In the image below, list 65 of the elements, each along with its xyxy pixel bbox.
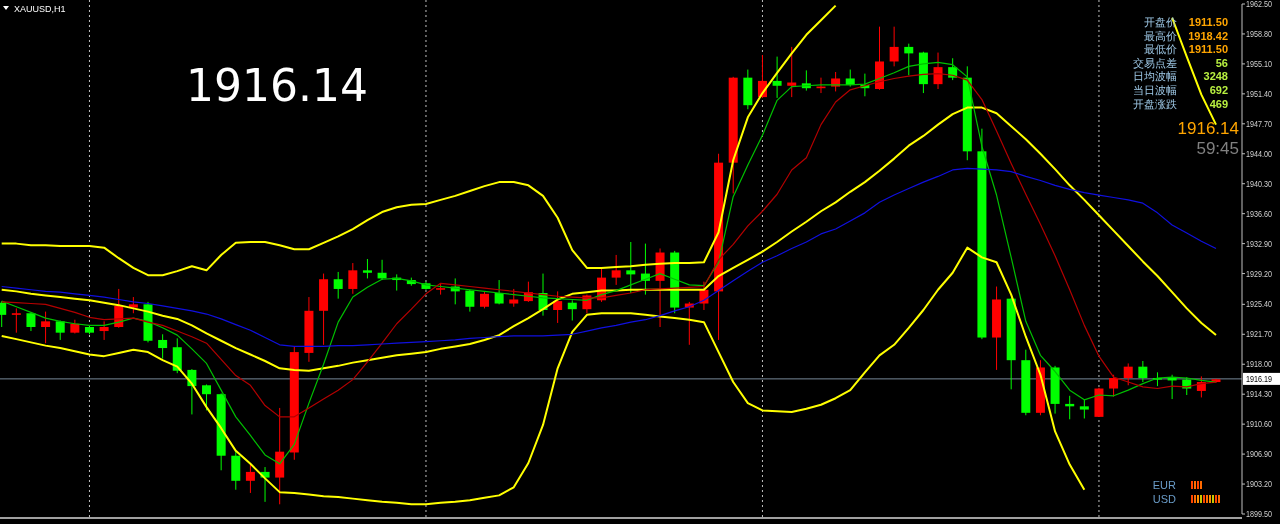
- candlestick: [99, 320, 109, 341]
- candlestick: [1123, 362, 1133, 386]
- annotation: 日均波幅: [1133, 70, 1177, 83]
- y-tick-label: 1925.40: [1246, 299, 1279, 310]
- annotation: 开盘涨跌: [1133, 97, 1177, 110]
- chart-title: XAUUSD,H1: [14, 4, 66, 14]
- y-tick-label: 1929.20: [1246, 268, 1279, 279]
- y-tick-label: 1944.00: [1246, 148, 1279, 159]
- y-tick-label: 1936.60: [1246, 208, 1279, 219]
- candlestick: [626, 241, 636, 294]
- candlestick: [172, 337, 182, 374]
- candlestick: [1109, 374, 1119, 398]
- annotation: 当日波幅: [1133, 84, 1177, 96]
- candlestick: [158, 333, 168, 360]
- annotation: 692: [1209, 84, 1228, 96]
- annotation: 1916.14: [186, 60, 368, 111]
- candlestick: [245, 464, 255, 494]
- y-tick-label: 1947.70: [1246, 118, 1279, 129]
- candlestick: [333, 271, 343, 300]
- annotation: 最低价: [1144, 43, 1177, 56]
- candlestick: [567, 299, 577, 322]
- candlestick: [1079, 399, 1089, 419]
- y-tick-label: 1899.50: [1246, 509, 1279, 519]
- y-tick-label: 1940.30: [1246, 178, 1279, 189]
- annotation: EUR: [1152, 479, 1177, 491]
- annotation: 1911.50: [1188, 43, 1228, 56]
- annotation: 59:45: [1196, 139, 1239, 158]
- candlestick: [362, 258, 372, 279]
- annotation: 469: [1209, 97, 1228, 110]
- annotation: 1911.50: [1188, 16, 1228, 28]
- annotation: 1916.14: [1177, 119, 1239, 138]
- candlestick: [494, 279, 504, 305]
- annotation: 1918.42: [1188, 29, 1228, 42]
- candlestick: [348, 262, 358, 295]
- candlestick: [787, 46, 797, 98]
- annotation: 交易点差: [1133, 56, 1177, 69]
- y-tick-label: 1921.70: [1246, 329, 1279, 340]
- candlestick: [1138, 360, 1148, 383]
- candlestick: [553, 290, 563, 324]
- y-tick-label: 1955.10: [1246, 58, 1279, 69]
- candlestick: [202, 383, 212, 411]
- line-series: [1, 167, 1217, 348]
- y-tick-label: 1932.90: [1246, 238, 1279, 249]
- y-tick-label: 1914.30: [1246, 389, 1279, 400]
- candlestick: [11, 307, 21, 334]
- candlestick: [772, 56, 782, 99]
- candlestick: [465, 289, 475, 313]
- line-series: [0, 246, 1086, 506]
- y-tick-label: 1918.00: [1246, 359, 1279, 370]
- candlestick: [611, 254, 621, 286]
- candlestick: [41, 311, 51, 344]
- y-tick-label: 1906.90: [1246, 449, 1279, 460]
- annotation: 最高价: [1144, 29, 1177, 42]
- y-tick-label: 1903.20: [1246, 479, 1279, 490]
- annotation: 3248: [1203, 70, 1228, 83]
- candlestick: [933, 52, 943, 90]
- candlestick: [904, 43, 914, 76]
- annotation: 56: [1215, 56, 1228, 69]
- y-tick-label: 1951.40: [1246, 88, 1279, 99]
- annotation: USD: [1152, 493, 1177, 505]
- y-tick-label: 1958.80: [1246, 28, 1279, 39]
- ref-line-label: 1916.19: [1246, 374, 1279, 385]
- y-tick-label: 1910.60: [1246, 419, 1279, 430]
- y-tick-label: 1962.50: [1246, 0, 1279, 9]
- candlestick: [889, 26, 899, 67]
